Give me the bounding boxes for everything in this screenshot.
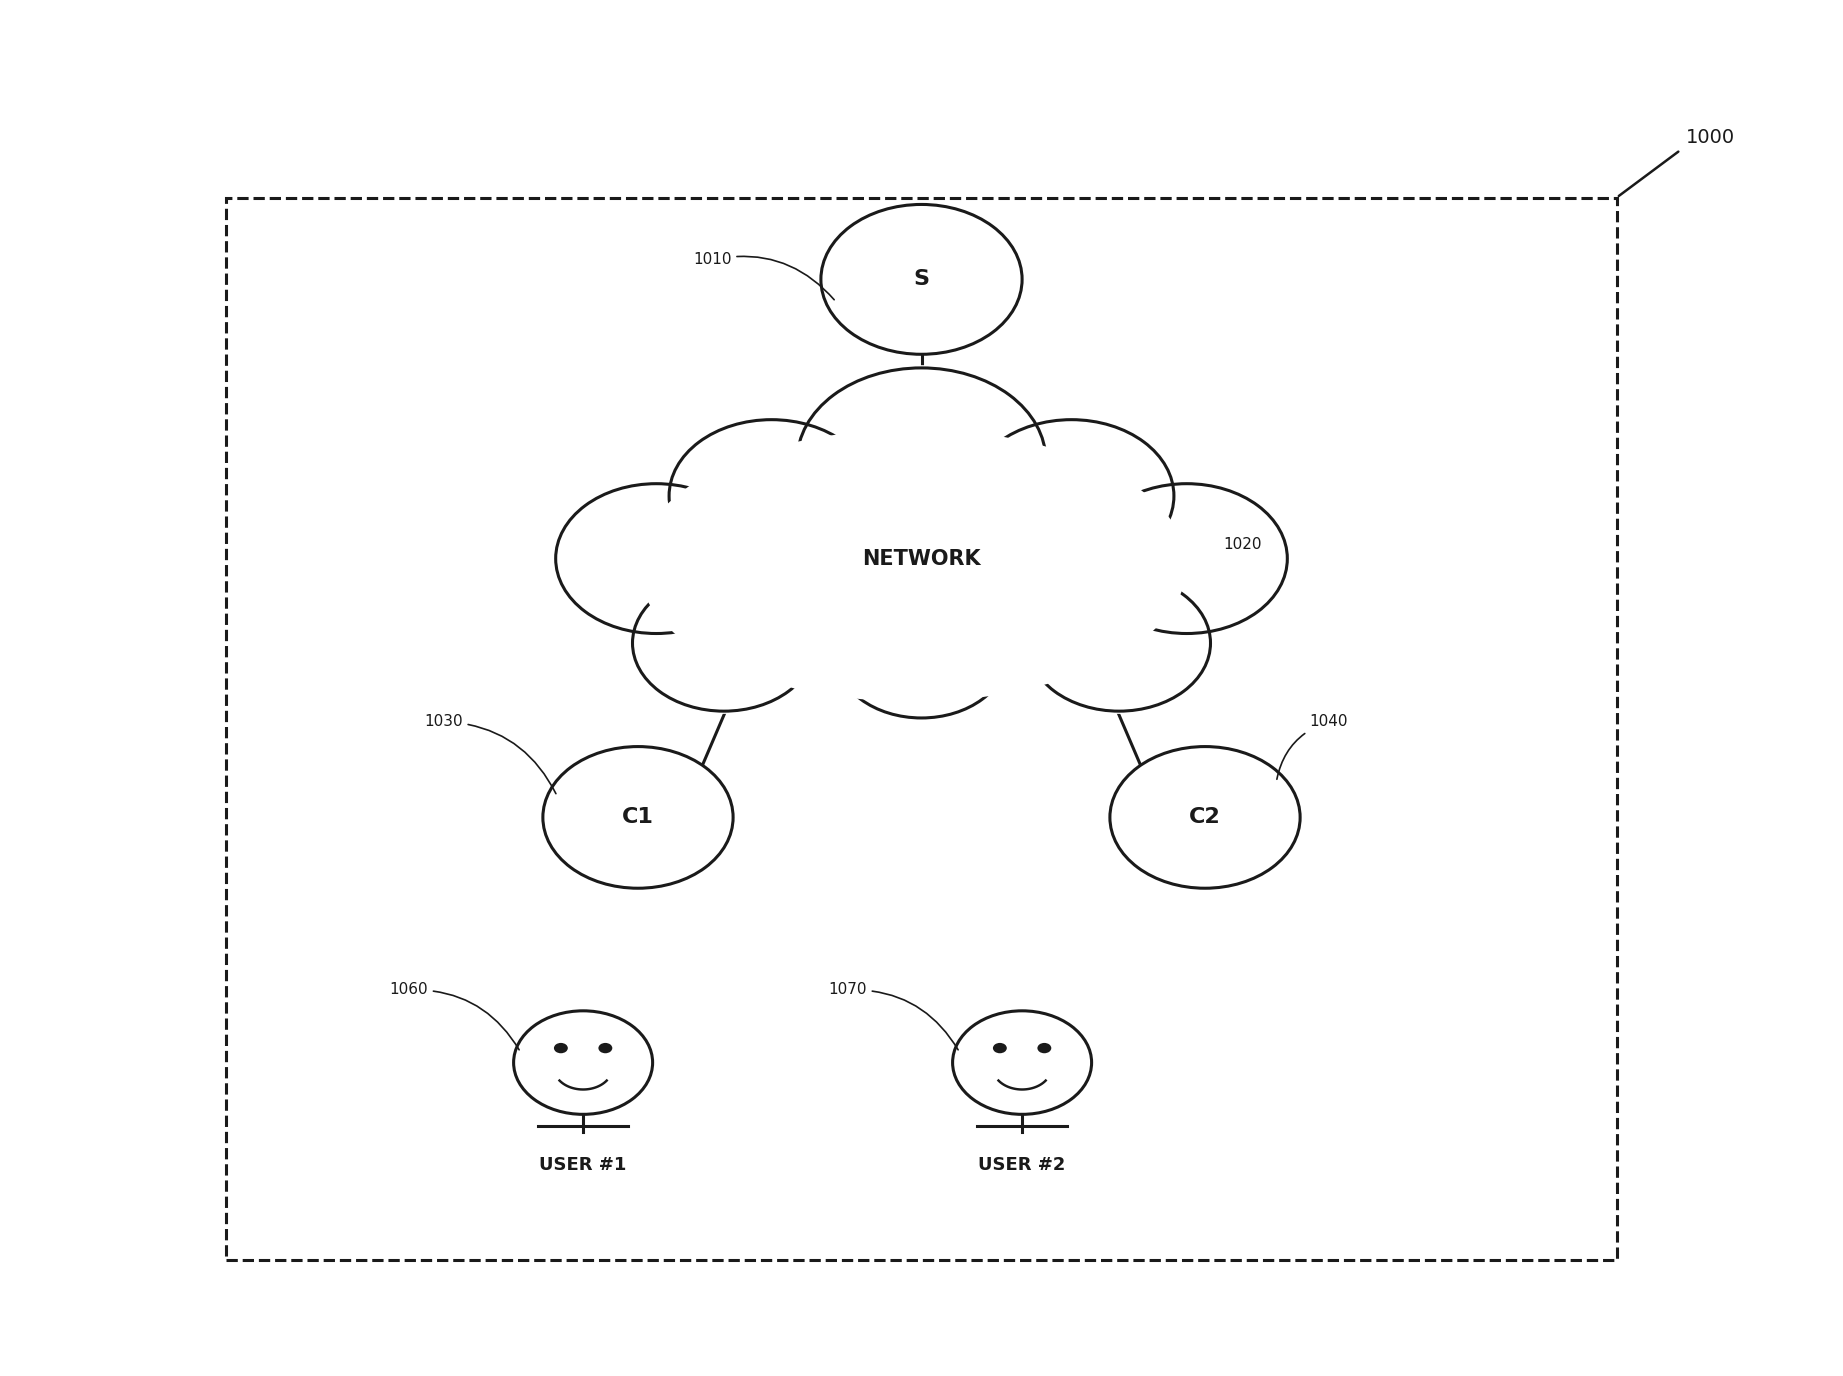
Circle shape — [628, 572, 818, 714]
Circle shape — [794, 365, 1049, 556]
Circle shape — [1025, 572, 1215, 714]
Text: 1060: 1060 — [389, 982, 520, 1050]
Circle shape — [553, 482, 761, 636]
Circle shape — [1038, 1043, 1051, 1053]
Text: C2: C2 — [1189, 808, 1220, 827]
Circle shape — [1082, 482, 1290, 636]
Text: 1040: 1040 — [1277, 714, 1347, 779]
Text: 1020: 1020 — [1224, 538, 1262, 553]
Circle shape — [1109, 747, 1299, 889]
Text: 1030: 1030 — [424, 714, 557, 794]
Circle shape — [544, 747, 734, 889]
Text: USER #2: USER #2 — [979, 1156, 1065, 1174]
Circle shape — [599, 1043, 612, 1053]
Circle shape — [953, 1011, 1091, 1115]
Bar — [227, 198, 1616, 1260]
Circle shape — [966, 417, 1178, 575]
Text: C1: C1 — [623, 808, 654, 827]
Circle shape — [665, 417, 877, 575]
Circle shape — [831, 588, 1012, 721]
Text: S: S — [914, 270, 929, 289]
Text: USER #1: USER #1 — [540, 1156, 627, 1174]
Text: 1010: 1010 — [693, 252, 835, 300]
Circle shape — [514, 1011, 652, 1115]
Text: 1070: 1070 — [828, 982, 958, 1050]
Text: NETWORK: NETWORK — [863, 549, 980, 568]
Circle shape — [993, 1043, 1006, 1053]
Ellipse shape — [638, 429, 1187, 702]
Circle shape — [555, 1043, 568, 1053]
Circle shape — [820, 205, 1023, 354]
Text: 1000: 1000 — [1686, 128, 1736, 147]
